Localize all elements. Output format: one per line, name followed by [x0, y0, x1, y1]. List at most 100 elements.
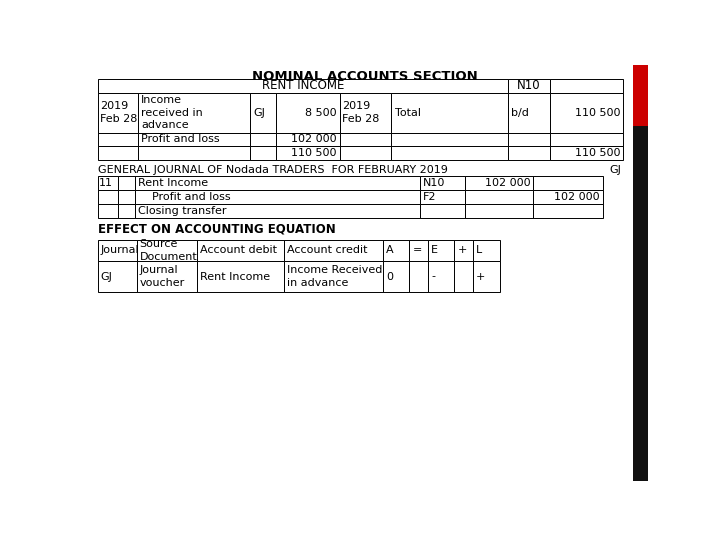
Bar [135, 204, 420, 218]
Bar [428, 261, 454, 292]
Bar [98, 92, 138, 132]
Bar [98, 240, 137, 261]
Bar [284, 240, 383, 261]
Bar [549, 79, 624, 92]
Text: Journal
voucher: Journal voucher [140, 265, 185, 288]
Text: b/d: b/d [510, 107, 528, 118]
Text: Rent Income: Rent Income [200, 272, 270, 281]
Bar [118, 204, 135, 218]
Bar [98, 177, 118, 190]
Text: 102 000: 102 000 [291, 134, 336, 145]
Text: Account debit: Account debit [200, 245, 277, 255]
Bar [340, 132, 392, 146]
Text: 2019
Feb 28: 2019 Feb 28 [342, 102, 379, 124]
Bar [508, 146, 549, 159]
Bar [420, 190, 465, 204]
Bar [98, 190, 118, 204]
Bar [98, 146, 138, 159]
Bar [534, 177, 603, 190]
Text: Total: Total [395, 107, 420, 118]
Bar [276, 146, 340, 159]
Text: 2019
Feb 28: 2019 Feb 28 [100, 102, 138, 124]
Bar [465, 190, 534, 204]
Text: Closing transfer: Closing transfer [138, 206, 227, 216]
Text: 110 500: 110 500 [575, 148, 620, 158]
Bar [549, 146, 624, 159]
Text: RENT INCOME: RENT INCOME [261, 79, 344, 92]
Text: Rent Income: Rent Income [138, 178, 208, 188]
Text: 102 000: 102 000 [485, 178, 530, 188]
Bar [98, 79, 508, 92]
Bar [284, 261, 383, 292]
Text: F2: F2 [423, 192, 436, 202]
Bar [534, 190, 603, 204]
Bar [118, 190, 135, 204]
Bar [508, 132, 549, 146]
Bar [549, 132, 624, 146]
Bar [465, 177, 534, 190]
Text: 102 000: 102 000 [554, 192, 600, 202]
Bar [454, 240, 473, 261]
Bar [473, 261, 500, 292]
Bar [251, 92, 276, 132]
Bar [473, 240, 500, 261]
Text: GJ: GJ [101, 272, 113, 281]
Text: =: = [413, 245, 422, 255]
Text: 0: 0 [386, 272, 393, 281]
Bar [409, 261, 428, 292]
Text: EFFECT ON ACCOUNTING EQUATION: EFFECT ON ACCOUNTING EQUATION [98, 222, 336, 235]
Text: GJ: GJ [253, 107, 266, 118]
Bar [508, 79, 549, 92]
Bar [118, 177, 135, 190]
Bar [632, 65, 648, 103]
Bar [392, 132, 508, 146]
Bar [135, 177, 420, 190]
Bar [454, 261, 473, 292]
Bar [383, 240, 409, 261]
Bar [98, 261, 137, 292]
Bar [98, 132, 138, 146]
Bar [197, 261, 284, 292]
Text: L: L [476, 245, 482, 255]
Bar [138, 146, 251, 159]
Bar [98, 204, 118, 218]
Text: GJ: GJ [610, 165, 621, 176]
Bar [276, 132, 340, 146]
Text: +: + [457, 245, 467, 255]
Text: 11: 11 [99, 178, 113, 188]
Bar [465, 204, 534, 218]
Text: 110 500: 110 500 [291, 148, 336, 158]
Bar [137, 261, 197, 292]
Bar [420, 177, 465, 190]
Text: 8 500: 8 500 [305, 107, 336, 118]
Text: NOMINAL ACCOUNTS SECTION: NOMINAL ACCOUNTS SECTION [252, 70, 478, 83]
Bar [138, 92, 251, 132]
Text: GENERAL JOURNAL OF Nodada TRADERS  FOR FEBRUARY 2019: GENERAL JOURNAL OF Nodada TRADERS FOR FE… [98, 165, 448, 176]
Bar [138, 132, 251, 146]
Text: Journal: Journal [101, 245, 140, 255]
Text: Source
Document: Source Document [140, 239, 197, 261]
Text: A: A [386, 245, 394, 255]
Bar [251, 146, 276, 159]
Text: Income Received
in advance: Income Received in advance [287, 265, 382, 288]
Bar [420, 204, 465, 218]
Bar [549, 92, 624, 132]
Bar [135, 190, 420, 204]
Text: E: E [431, 245, 438, 255]
Bar [340, 92, 392, 132]
Bar [383, 261, 409, 292]
Text: N10: N10 [423, 178, 445, 188]
Bar [632, 65, 648, 481]
Bar [409, 240, 428, 261]
Bar [534, 204, 603, 218]
Bar [392, 146, 508, 159]
Text: Account credit: Account credit [287, 245, 367, 255]
Bar [392, 92, 508, 132]
Bar [276, 92, 340, 132]
Bar [340, 146, 392, 159]
Bar [197, 240, 284, 261]
Text: +: + [476, 272, 485, 281]
Bar [632, 126, 648, 481]
Text: N10: N10 [517, 79, 541, 92]
Text: Profit and loss: Profit and loss [138, 192, 230, 202]
